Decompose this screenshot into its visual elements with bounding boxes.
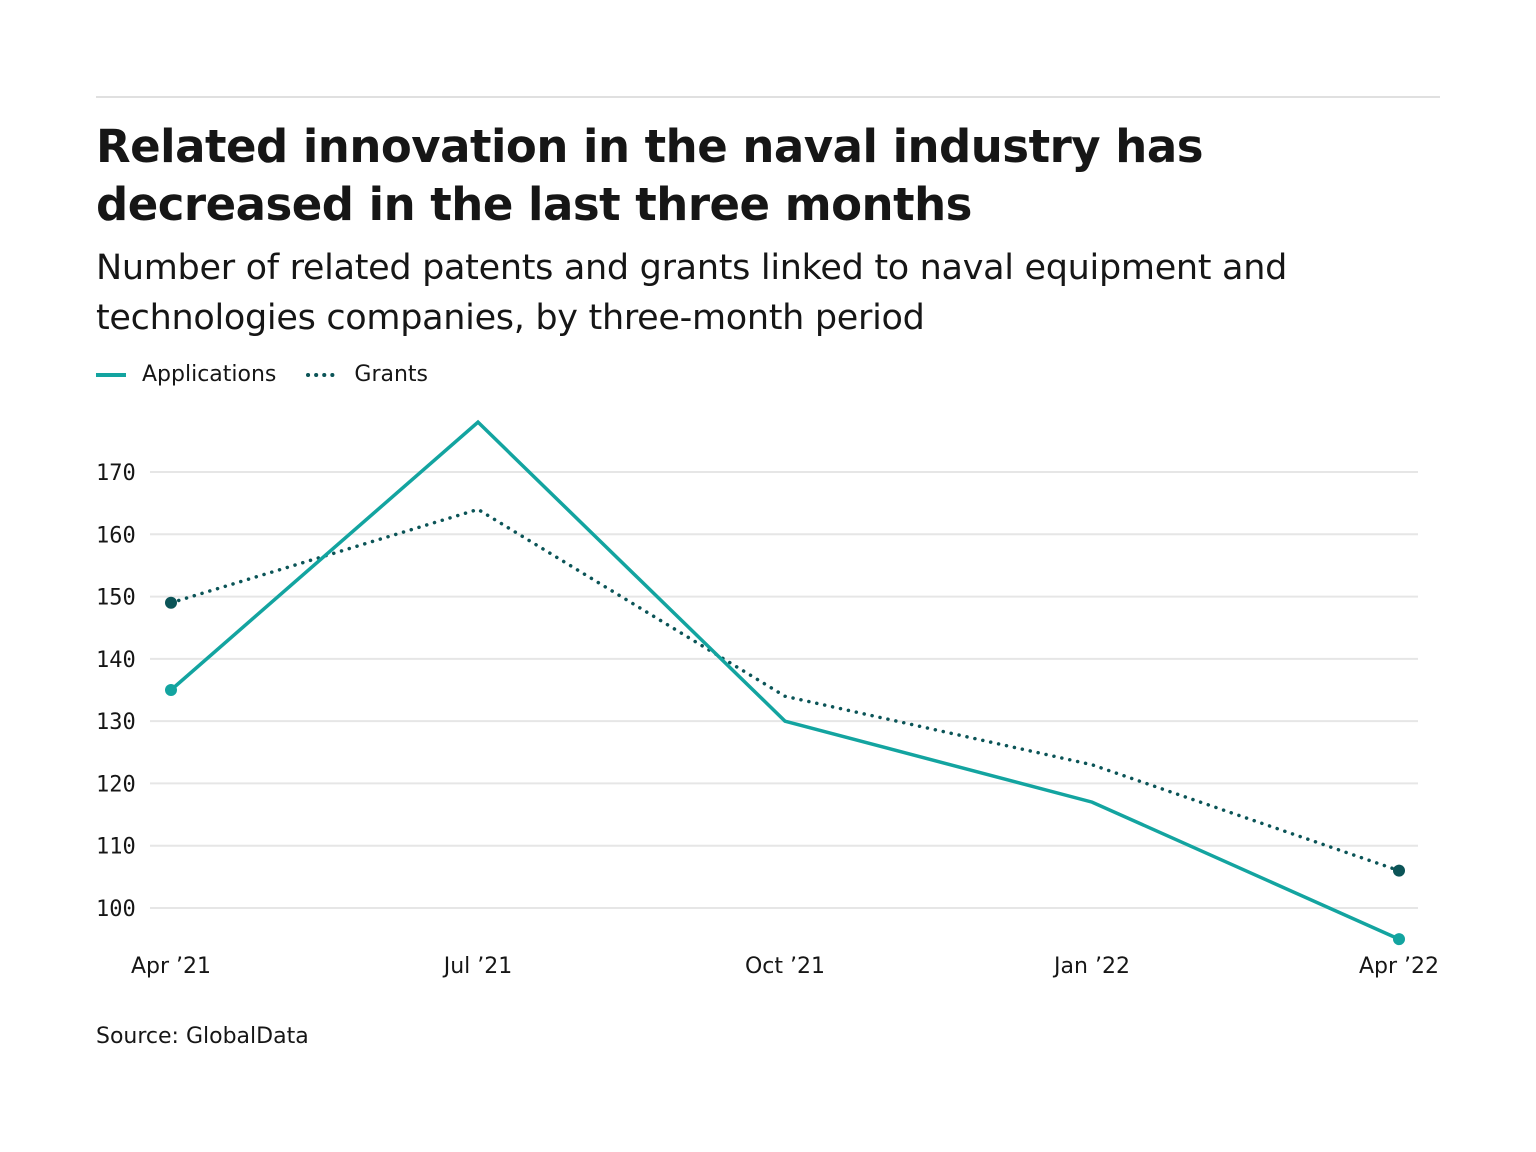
y-tick-label: 170 (96, 461, 136, 486)
dotted-line-icon (306, 372, 339, 377)
legend-item-applications: Applications (96, 362, 276, 387)
x-tick-label: Apr ’22 (1359, 954, 1439, 979)
y-tick-label: 120 (96, 772, 136, 797)
y-tick-label: 110 (96, 835, 136, 860)
data-point-applications (1393, 933, 1405, 946)
solid-line-icon (96, 372, 126, 377)
legend-label-grants: Grants (354, 362, 428, 387)
series-line-applications (169, 419, 1400, 941)
y-tick-label: 150 (96, 586, 136, 611)
x-tick-label: Jan ’22 (1052, 954, 1130, 979)
data-point-grants (1393, 864, 1405, 877)
y-tick-label: 100 (96, 897, 136, 922)
x-tick-label: Jul ’21 (442, 954, 513, 979)
y-tick-label: 130 (96, 710, 136, 735)
x-tick-label: Apr ’21 (131, 954, 211, 979)
data-point-grants (165, 596, 177, 609)
y-tick-label: 160 (96, 523, 136, 548)
legend-item-grants: Grants (306, 362, 428, 387)
legend: Applications Grants (96, 362, 458, 387)
legend-label-applications: Applications (142, 362, 277, 387)
chart-subtitle: Number of related patents and grants lin… (96, 248, 1287, 338)
chart-title: Related innovation in the naval industry… (96, 120, 1203, 231)
x-tick-label: Oct ’21 (745, 954, 825, 979)
series-line-grants (169, 507, 1401, 873)
top-rule (96, 96, 1440, 98)
data-point-applications (165, 684, 177, 696)
source-note: Source: GlobalData (96, 1024, 309, 1049)
y-tick-label: 140 (96, 648, 136, 673)
